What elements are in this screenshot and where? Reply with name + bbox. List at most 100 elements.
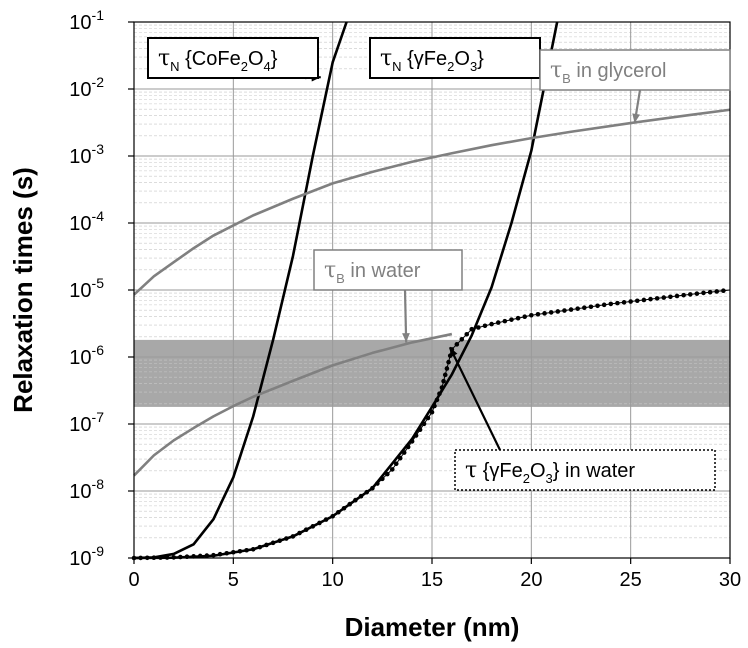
data-point-effective_water [290,534,296,539]
data-point-effective_water [323,517,329,522]
data-point-effective_water [347,501,352,507]
data-point-effective_water [707,289,713,295]
arrow-line [448,346,501,451]
y-tick-label: 10-4 [69,208,104,235]
data-point-effective_water [495,320,501,325]
data-point-effective_water [401,450,407,455]
data-point-effective_water [714,289,720,294]
data-point-effective_water [197,553,203,559]
data-point-effective_water [330,513,335,519]
data-point-effective_water [446,359,451,365]
axes [128,21,731,564]
x-tick-label: 10 [322,569,344,591]
data-point-effective_water [389,467,395,472]
data-point-effective_water [555,309,561,314]
annotation-neel_cofe2o4: τN {CoFe2O4} [147,37,321,82]
series-line-brown_glycerol [133,108,731,296]
data-point-effective_water [469,326,475,332]
data-point-effective_water [509,317,514,322]
y-tick-label: 10-5 [69,275,104,302]
annotation-label: τN {CoFe2O4} [158,46,278,74]
data-point-effective_water [628,299,633,304]
y-tick-label: 10-9 [69,543,104,570]
data-point-effective_water [489,321,494,327]
x-tick-label: 20 [520,569,542,591]
data-point-effective_water [303,527,309,532]
data-point-effective_water [277,538,282,543]
data-point-effective_water [482,323,488,329]
annotation-effective_water: τ {γFe2O3} in water [448,346,716,491]
series-layer [131,21,731,561]
data-point-effective_water [634,298,640,304]
data-point-effective_water [224,550,230,556]
y-tick-label: 10-1 [69,7,104,34]
x-axis-title: Diameter (nm) [345,612,520,642]
annotation-box [147,37,319,79]
x-tick-label: 0 [128,569,139,591]
data-point-effective_water [364,489,370,495]
data-point-effective_water [434,397,440,403]
annotation-label: τB in glycerol [550,58,666,86]
x-tick-label: 30 [719,569,741,591]
data-point-effective_water [601,302,607,308]
data-point-effective_water [615,300,620,306]
annotation-neel_gfe2o3: τN {γFe2O3} [369,37,541,80]
data-point-effective_water [341,505,347,511]
data-point-effective_water [529,312,534,318]
data-point-effective_water [397,455,403,461]
data-point-effective_water [421,421,427,427]
annotations: τN {CoFe2O4} τN {γFe2O3} τB in glycerol τB … [147,37,731,491]
annotation-box [539,49,731,91]
arrow-head [402,333,410,343]
series-line-neel_cofe2o4 [133,21,348,560]
data-point-effective_water [270,540,276,546]
data-point-effective_water [444,366,450,371]
x-tick-label: 25 [620,569,642,591]
data-point-effective_water [621,300,627,305]
data-point-effective_water [405,444,411,450]
data-point-effective_water [442,372,448,378]
data-point-effective_water [721,288,726,294]
data-point-effective_water [204,553,210,558]
arrow-head [632,113,640,124]
x-tick-label: 5 [228,569,239,591]
data-point-effective_water [562,308,567,313]
data-point-effective_water [429,409,435,415]
data-point-effective_water [231,549,236,555]
series-line-brown_water [133,332,453,477]
data-point-effective_water [244,547,249,553]
data-point-effective_water [515,315,521,321]
data-point-effective_water [237,548,243,554]
data-point-effective_water [701,290,706,296]
data-point-effective_water [674,293,680,299]
y-axis-title: Relaxation times (s) [8,167,38,413]
data-point-effective_water [476,325,481,330]
data-point-effective_water [548,310,554,315]
arrow-head [449,347,458,358]
data-point-effective_water [654,296,660,301]
data-point-effective_water [375,481,380,486]
data-point-effective_water [575,306,580,311]
data-point-effective_water [264,542,269,548]
data-point-effective_water [317,520,322,526]
data-point-effective_water [694,291,700,296]
data-point-effective_water [297,530,302,536]
data-point-effective_water [437,391,442,397]
data-point-effective_water [250,546,256,552]
data-point-effective_water [284,536,289,541]
data-point-effective_water [568,307,574,312]
y-tick-label: 10-6 [69,342,104,369]
data-point-effective_water [432,403,437,409]
data-point-effective_water [353,497,358,503]
data-point-effective_water [535,312,541,317]
y-tick-label: 10-7 [69,409,104,436]
tick-labels: 0 5 10 15 20 25 30 10-9 10-8 10-7 10-6 10-5 10-4 10-3… [69,7,741,591]
annotation-brown_glycerol: τB in glycerol [539,49,731,124]
annotation-box [369,37,541,79]
data-point-effective_water [641,297,647,303]
data-point-effective_water [681,292,686,298]
data-point-effective_water [648,296,653,302]
annotation-label: τN {γFe2O3} [380,46,484,74]
data-point-effective_water [595,303,600,309]
